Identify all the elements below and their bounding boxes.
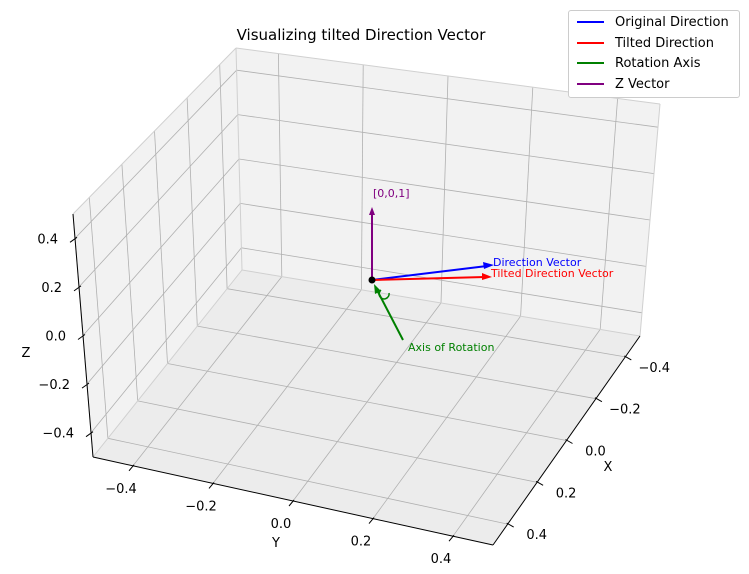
y-tick-label: 0.2 [351, 535, 372, 550]
y-grid-line [520, 87, 534, 317]
y-tick-mark [288, 499, 295, 507]
x-tick-mark [535, 480, 544, 486]
z-tick-label: −0.2 [38, 378, 70, 393]
z-tick-label: 0.0 [45, 330, 66, 345]
vectors: [0,0,1] Direction Vector Tilted Directio… [368, 187, 614, 354]
direction-vector-label: Direction Vector [493, 256, 582, 269]
legend-label-tilted: Tilted Direction [615, 35, 714, 51]
z-axis-label: Z [22, 346, 31, 361]
legend-label-original: Original Direction [615, 14, 729, 30]
y-tick-mark [128, 464, 135, 472]
y-axis-label: Y [271, 536, 280, 551]
legend-line-rotation [577, 62, 604, 64]
z-tick-mark [69, 236, 78, 243]
grid-lines [74, 53, 659, 537]
x-tick-mark [594, 397, 603, 403]
legend-line-zvector [577, 83, 604, 85]
y-grid-line [372, 315, 521, 519]
x-grid-line [121, 164, 139, 401]
z-tick-label: 0.4 [37, 232, 58, 247]
legend-item-tilted: Tilted Direction [577, 33, 714, 53]
legend-item-original: Original Direction [577, 12, 729, 32]
x-tick-label: 0.4 [526, 528, 547, 543]
y-tick-label: −0.4 [105, 482, 137, 497]
floor-pane [93, 270, 640, 545]
legend-label-rotation: Rotation Axis [615, 55, 701, 71]
ticks-group: −0.4 −0.4 −0.4 −0.2 −0.2 −0.2 0.0 0.0 0.0 0.2 0.2 0… [37, 232, 670, 567]
legend-item-zvector: Z Vector [577, 74, 669, 94]
x-tick-label: 0.0 [585, 445, 606, 460]
x-grid-line [88, 197, 109, 439]
y-grid-line [599, 98, 618, 330]
legend-line-original [577, 21, 604, 23]
x-tick-label: −0.4 [639, 361, 671, 376]
z-vector-label: [0,0,1] [373, 187, 410, 200]
z-tick-mark [85, 431, 94, 438]
z-tick-mark [77, 334, 86, 340]
z-tick-mark [81, 382, 90, 389]
rotation-arc-icon [378, 289, 390, 300]
legend: Original Direction Tilted Direction Rota… [568, 10, 740, 98]
y-tick-label: 0.0 [271, 517, 292, 532]
y-tick-mark [208, 482, 215, 489]
z-grid-line [237, 114, 655, 174]
tilted-vector-label: Tilted Direction Vector [490, 267, 614, 280]
x-tick-mark [624, 355, 632, 361]
z-tick-label: 0.2 [41, 281, 62, 296]
pane-edge [235, 47, 243, 271]
y-tick-mark [448, 534, 455, 542]
x-tick-label: 0.2 [556, 486, 577, 501]
legend-label-zvector: Z Vector [615, 76, 670, 92]
x-axis-label: X [604, 460, 613, 475]
z-tick-mark [73, 285, 82, 292]
x-tick-mark [565, 439, 573, 444]
x-grid-line [137, 400, 538, 483]
pane-edge [72, 47, 237, 215]
tilted-vector-head [482, 273, 492, 280]
chart-title: Visualizing tilted Direction Vector [237, 26, 487, 44]
y-grid-line [452, 329, 601, 537]
x-grid-line [154, 130, 168, 364]
back-pane-left [73, 48, 242, 457]
tilted-vector-arrow [371, 276, 486, 281]
x-grid-line [107, 437, 508, 525]
z-grid-line [78, 114, 239, 288]
pane-edge [92, 269, 243, 458]
origin-point [368, 276, 376, 284]
legend-line-tilted [577, 42, 604, 44]
legend-item-rotation: Rotation Axis [577, 53, 700, 73]
pane-edge [639, 103, 661, 337]
rotation-axis-label: Axis of Rotation [408, 341, 494, 354]
z-grid-line [236, 69, 659, 128]
pane-edge [241, 269, 641, 337]
x-grid-line [167, 363, 567, 441]
y-grid-line [440, 75, 449, 304]
z-vector-head [369, 207, 375, 215]
y-tick-label: −0.2 [185, 499, 217, 514]
y-tick-label: 0.4 [431, 552, 452, 567]
x-tick-label: −0.2 [609, 403, 641, 418]
z-grid-line [74, 69, 237, 239]
direction-vector-head [483, 262, 494, 269]
x-tick-mark [506, 522, 514, 528]
z-tick-label: −0.4 [42, 427, 74, 442]
direction-vector-arrow [371, 265, 488, 281]
y-tick-mark [368, 517, 375, 524]
